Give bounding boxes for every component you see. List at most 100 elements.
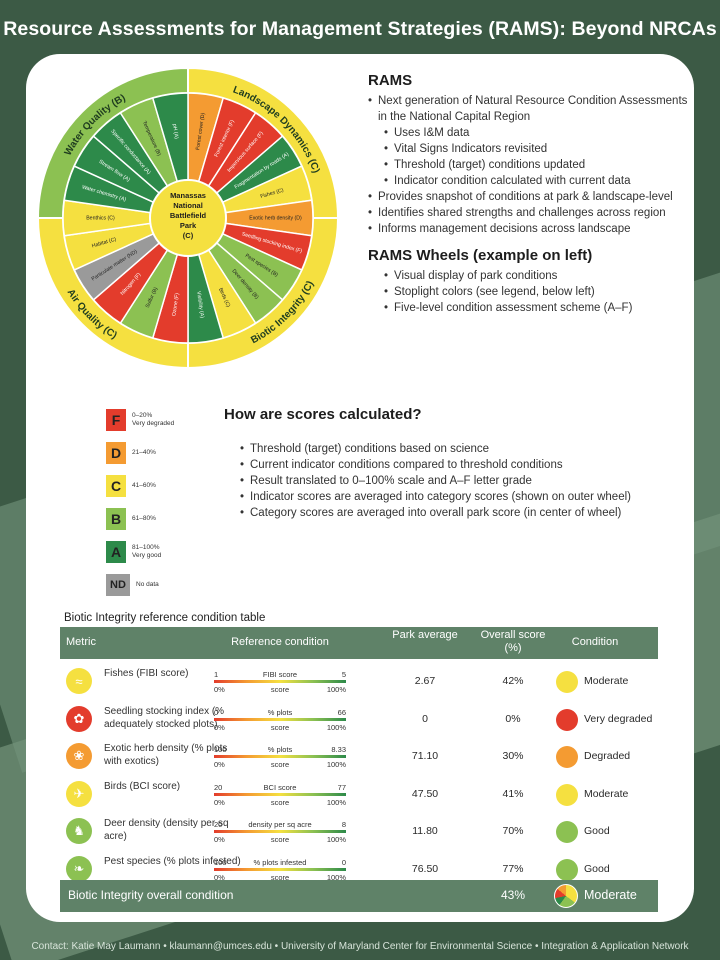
wheel-segment-label: pH (A) (171, 124, 179, 140)
rams-bullet: Threshold (target) conditions updated (368, 157, 688, 173)
legend-text: 41–60% (132, 481, 156, 489)
rams-section: RAMS Next generation of Natural Resource… (368, 72, 688, 316)
reference-scale: 0 % plots 66 0% score 100% (214, 708, 346, 734)
metric-name: Deer density (density per sq acre) (104, 818, 229, 842)
scale-zero: 0% (214, 797, 225, 807)
legend-item: F 0–20% Very degraded (106, 406, 216, 433)
how-section: How are scores calculated? Threshold (ta… (224, 406, 684, 521)
condition-text: Very degraded (584, 712, 653, 725)
scale-bar (214, 680, 346, 683)
scale-hundred: 100% (326, 760, 346, 769)
overall-score: 41% (502, 787, 524, 800)
scale-bar (214, 867, 346, 871)
metric-name: Pest species (% plots infested) (104, 855, 241, 867)
legend-text: 81–100% Very good (132, 543, 162, 559)
wheel-center-label: Battlefield (170, 211, 207, 220)
table-footer: Biotic Integrity overall condition 43% M… (60, 880, 658, 912)
wheel-center-label: Park (180, 221, 197, 230)
scale-high: 8 (341, 820, 346, 829)
table-row: ❧ Pest species (% plots infested) 100 % p… (60, 852, 658, 890)
scale-low: 0 (214, 707, 219, 717)
scale-hundred: 100% (326, 835, 346, 844)
scale-high: 5 (341, 670, 346, 679)
legend-text: 0–20% Very degraded (132, 411, 175, 427)
scale-unit: density per sq acre (248, 820, 312, 829)
reference-scale: 100 % plots infested 0 0% score 100% (214, 858, 346, 884)
legend-text: No data (136, 580, 159, 588)
wheels-bullet: Five-level condition assessment scheme (… (368, 300, 688, 316)
scale-high: 0 (341, 857, 346, 867)
rams-bullet: Uses I&M data (368, 125, 688, 141)
rams-wheels-heading: RAMS Wheels (example on left) (368, 247, 593, 264)
poster-card: Landscape Dynamics (C) Biotic Integrity (… (26, 54, 694, 922)
footer-cond: Moderate (584, 888, 637, 902)
page-title: Resource Assessments for Management Stra… (3, 18, 717, 40)
scale-score: score (270, 797, 290, 807)
legend-text: 21–40% (132, 448, 156, 456)
scale-unit: % plots (267, 707, 293, 717)
metric-name: Seedling stocking index (% adequately st… (104, 705, 225, 730)
table-row: ✈ Birds (BCI score) 20 BCI score 77 0% scor… (60, 777, 658, 815)
bird-icon: ✈ (66, 780, 92, 807)
reference-scale: 100 % plots 8.33 0% score 100% (214, 745, 346, 771)
scale-bar (214, 755, 346, 758)
condition-pie-icon (554, 884, 578, 908)
rams-bullet: Identifies shared strengths and challeng… (368, 205, 688, 221)
seedling-icon: ✿ (66, 705, 92, 732)
condition-dot (556, 671, 578, 693)
scale-hundred: 100% (326, 797, 346, 807)
footer-pct: 43% (500, 888, 526, 902)
condition-dot (556, 783, 578, 806)
how-bullets: Threshold (target) conditions based on s… (224, 441, 684, 521)
park-average: 2.67 (414, 675, 436, 687)
scale-score: score (270, 872, 290, 882)
condition-dot (556, 858, 578, 881)
herb-icon: ❀ (66, 743, 92, 769)
contact-footer: Contact: Katie May Laumann • klaumann@um… (31, 941, 689, 952)
legend-item: A 81–100% Very good (106, 538, 216, 565)
col-metric: Metric (66, 636, 96, 648)
condition-text: Moderate (584, 787, 629, 800)
metric-name: Exotic herb density (% plots with exotic… (104, 743, 228, 767)
scale-unit: % plots (267, 745, 293, 754)
scale-score: score (270, 760, 290, 769)
how-bullet: Indicator scores are averaged into categ… (224, 489, 684, 505)
wheel-center-label: National (173, 201, 203, 210)
overall-score: 30% (502, 750, 524, 762)
col-reference: Reference condition (231, 636, 329, 648)
table-row: ♞ Deer density (density per sq acre) 20 d… (60, 814, 658, 852)
col-condition: Condition (571, 636, 619, 648)
scale-hundred: 100% (326, 722, 346, 732)
legend-grade: ND (106, 573, 130, 596)
rams-bullet: Vital Signs Indicators revisited (368, 141, 688, 157)
grade-legend: F 0–20% Very degraded D 21–40% C 41–60% B 61–80%… (106, 406, 216, 604)
scale-bar (214, 830, 346, 833)
table-row: ✿ Seedling stocking index (% adequately … (60, 702, 658, 740)
scale-unit: FIBI score (262, 670, 298, 679)
overall-score: 42% (502, 675, 524, 687)
wheels-bullet: Visual display of park conditions (368, 268, 688, 284)
scale-hundred: 100% (326, 685, 346, 694)
scale-zero: 0% (214, 872, 225, 882)
wheel-center-label: Manassas (170, 191, 206, 200)
table-header: Metric Reference condition Park average … (60, 627, 658, 659)
condition-dot (556, 821, 578, 843)
scale-zero: 0% (214, 722, 225, 732)
wheel-segment-label: Visibility (A) (195, 291, 205, 319)
rams-bullet: Provides snapshot of conditions at park … (368, 189, 688, 205)
wheel-center-label: (C) (183, 231, 194, 240)
how-heading: How are scores calculated? (224, 406, 422, 423)
park-average: 47.50 (411, 787, 439, 800)
condition-dot (556, 708, 578, 731)
scale-bar (214, 717, 346, 721)
condition-dot (556, 746, 578, 768)
legend-text: 61–80% (132, 514, 156, 522)
pest-icon: ❧ (66, 855, 92, 882)
park-average: 71.10 (411, 750, 439, 762)
overall-score: 70% (502, 825, 524, 837)
overall-score: 77% (502, 862, 524, 875)
legend-item: C 41–60% (106, 472, 216, 499)
scale-high: 66 (337, 707, 346, 717)
reference-scale: 1 FIBI score 5 0% score 100% (214, 670, 346, 696)
rams-wheel: Landscape Dynamics (C)Biotic Integrity (… (36, 66, 340, 370)
